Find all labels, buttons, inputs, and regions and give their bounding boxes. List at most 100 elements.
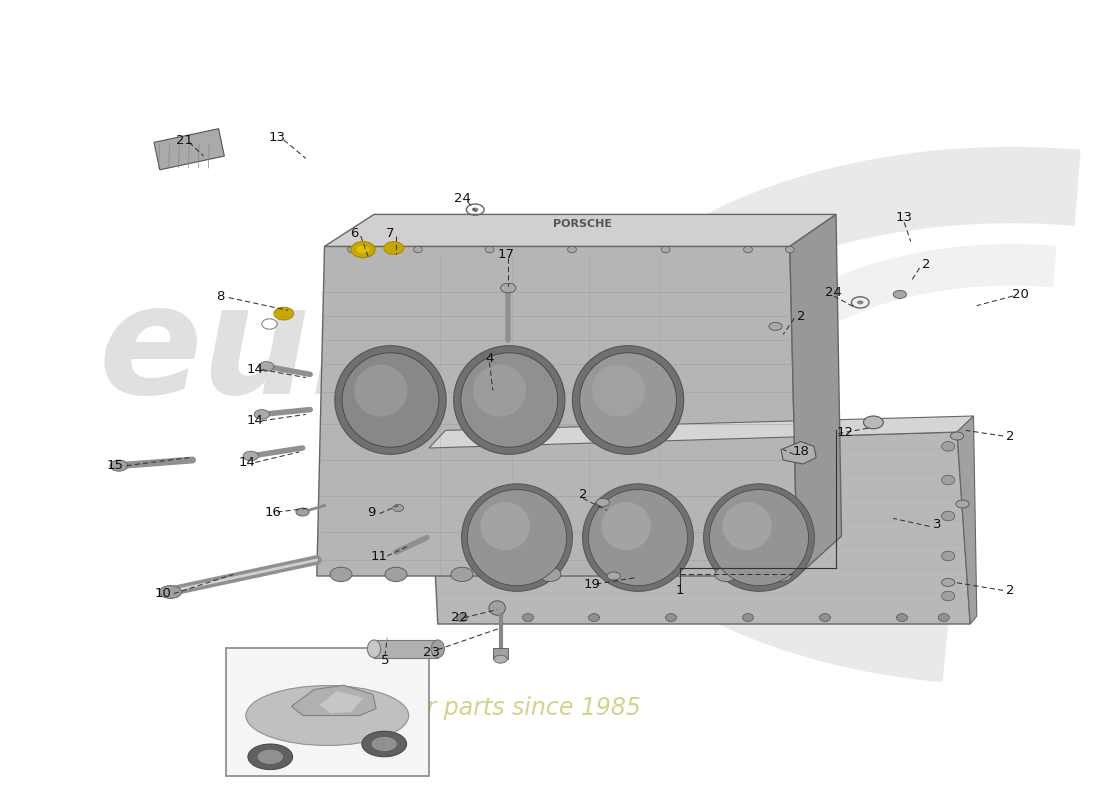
Ellipse shape bbox=[243, 451, 258, 461]
Ellipse shape bbox=[296, 508, 309, 516]
Ellipse shape bbox=[246, 686, 409, 746]
Text: 24: 24 bbox=[453, 192, 471, 205]
Text: 10: 10 bbox=[154, 587, 172, 600]
Ellipse shape bbox=[956, 500, 969, 508]
Text: 8: 8 bbox=[216, 290, 224, 302]
Ellipse shape bbox=[715, 567, 737, 582]
Text: PORSCHE: PORSCHE bbox=[553, 219, 613, 229]
Text: 2: 2 bbox=[1005, 584, 1014, 597]
Text: 18: 18 bbox=[792, 446, 810, 458]
Ellipse shape bbox=[522, 614, 534, 622]
Ellipse shape bbox=[596, 498, 609, 506]
Ellipse shape bbox=[942, 511, 955, 521]
Ellipse shape bbox=[592, 365, 645, 417]
Text: a passion for parts since 1985: a passion for parts since 1985 bbox=[284, 696, 640, 720]
Ellipse shape bbox=[744, 246, 752, 253]
Ellipse shape bbox=[942, 551, 955, 561]
Ellipse shape bbox=[627, 567, 649, 582]
Ellipse shape bbox=[362, 731, 407, 757]
Ellipse shape bbox=[462, 484, 572, 591]
Text: 6: 6 bbox=[350, 227, 359, 240]
Text: 9: 9 bbox=[367, 506, 376, 518]
Ellipse shape bbox=[864, 416, 883, 429]
Ellipse shape bbox=[274, 307, 294, 320]
Ellipse shape bbox=[384, 242, 404, 254]
Ellipse shape bbox=[385, 567, 407, 582]
Text: 22: 22 bbox=[451, 611, 469, 624]
Text: 2: 2 bbox=[796, 310, 805, 322]
Ellipse shape bbox=[896, 614, 907, 622]
Ellipse shape bbox=[580, 353, 676, 447]
Ellipse shape bbox=[254, 410, 270, 419]
Ellipse shape bbox=[354, 365, 407, 417]
Ellipse shape bbox=[942, 475, 955, 485]
Ellipse shape bbox=[456, 614, 468, 622]
Text: 14: 14 bbox=[239, 456, 256, 469]
Ellipse shape bbox=[500, 283, 516, 293]
Text: eur: eur bbox=[98, 278, 386, 426]
Ellipse shape bbox=[785, 246, 794, 253]
Ellipse shape bbox=[893, 290, 906, 298]
Text: 2: 2 bbox=[922, 258, 931, 270]
Ellipse shape bbox=[568, 246, 576, 253]
Ellipse shape bbox=[769, 322, 782, 330]
Ellipse shape bbox=[666, 614, 676, 622]
Polygon shape bbox=[324, 214, 836, 246]
Text: 12: 12 bbox=[836, 426, 854, 438]
Ellipse shape bbox=[602, 502, 651, 550]
Polygon shape bbox=[292, 686, 376, 715]
Ellipse shape bbox=[110, 460, 128, 471]
Polygon shape bbox=[957, 416, 977, 624]
Text: 19: 19 bbox=[583, 578, 601, 590]
Ellipse shape bbox=[539, 567, 561, 582]
Polygon shape bbox=[429, 416, 974, 448]
Ellipse shape bbox=[488, 601, 506, 615]
Text: 20: 20 bbox=[1012, 288, 1030, 301]
Ellipse shape bbox=[371, 736, 397, 752]
Ellipse shape bbox=[485, 246, 494, 253]
Ellipse shape bbox=[942, 578, 955, 586]
Ellipse shape bbox=[431, 640, 444, 658]
Ellipse shape bbox=[588, 614, 600, 622]
Ellipse shape bbox=[414, 246, 422, 253]
Bar bbox=[226, 648, 429, 776]
Ellipse shape bbox=[393, 504, 404, 512]
Text: 17: 17 bbox=[497, 248, 515, 261]
Text: 14: 14 bbox=[246, 414, 264, 426]
Ellipse shape bbox=[723, 502, 772, 550]
Ellipse shape bbox=[472, 208, 478, 212]
Text: 13: 13 bbox=[268, 131, 286, 144]
Polygon shape bbox=[429, 432, 970, 624]
Polygon shape bbox=[317, 246, 798, 576]
Text: 14: 14 bbox=[246, 363, 264, 376]
Text: 16: 16 bbox=[264, 506, 282, 518]
Ellipse shape bbox=[453, 346, 565, 454]
Ellipse shape bbox=[248, 744, 293, 770]
Ellipse shape bbox=[704, 484, 814, 591]
Ellipse shape bbox=[583, 484, 693, 591]
Text: 11: 11 bbox=[371, 550, 388, 562]
Text: 3: 3 bbox=[933, 518, 942, 530]
Bar bbox=[374, 640, 438, 658]
Text: 7: 7 bbox=[386, 227, 395, 240]
Ellipse shape bbox=[160, 586, 182, 598]
Ellipse shape bbox=[468, 490, 566, 586]
Text: 21: 21 bbox=[176, 134, 194, 146]
Ellipse shape bbox=[572, 346, 684, 454]
Ellipse shape bbox=[494, 655, 507, 663]
Ellipse shape bbox=[258, 362, 274, 371]
Ellipse shape bbox=[942, 591, 955, 601]
Ellipse shape bbox=[770, 567, 792, 582]
Ellipse shape bbox=[938, 614, 949, 622]
Polygon shape bbox=[319, 691, 363, 714]
Ellipse shape bbox=[481, 502, 530, 550]
Ellipse shape bbox=[367, 640, 381, 658]
Ellipse shape bbox=[820, 614, 830, 622]
Text: 13: 13 bbox=[895, 211, 913, 224]
Ellipse shape bbox=[257, 749, 284, 765]
Polygon shape bbox=[790, 214, 842, 576]
Text: 4: 4 bbox=[485, 352, 494, 365]
Ellipse shape bbox=[710, 490, 808, 586]
Bar bbox=[154, 129, 224, 170]
Ellipse shape bbox=[588, 490, 688, 586]
